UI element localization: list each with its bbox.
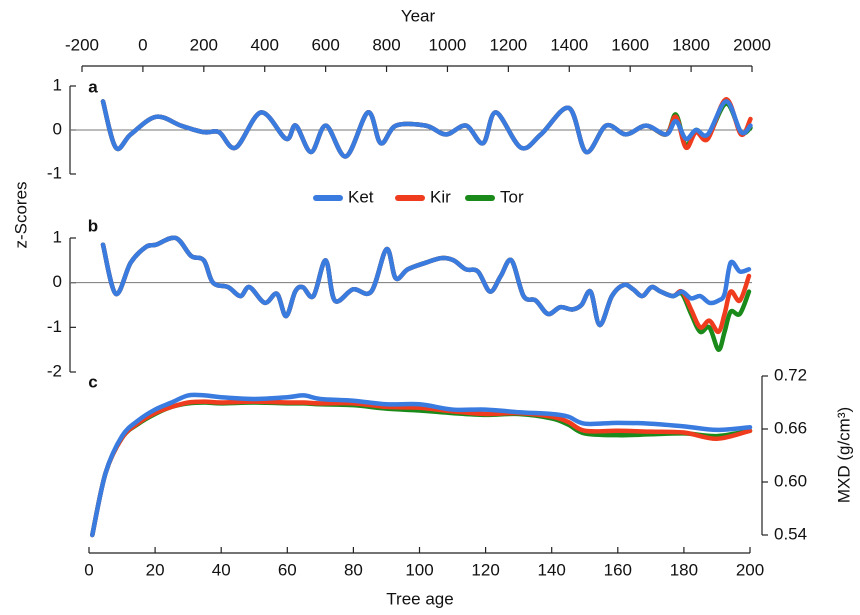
series-line xyxy=(90,399,753,538)
x-axis-title: Tree age xyxy=(386,589,453,608)
x-tick-label: 1800 xyxy=(672,35,710,54)
y-tick-label: 0.54 xyxy=(774,524,807,543)
y-tick-label: -1 xyxy=(47,317,62,336)
x-tick-label: 1000 xyxy=(429,35,467,54)
y-tick-label: 1 xyxy=(53,75,62,94)
series-line xyxy=(100,99,753,159)
x-tick-label: 0 xyxy=(138,35,147,54)
y-tick-label: 0.66 xyxy=(774,418,807,437)
panel-label: a xyxy=(88,77,98,96)
x-tick-label: 40 xyxy=(212,560,231,579)
x-tick-label: 800 xyxy=(372,35,400,54)
y-axis-title: MXD (g/cm³) xyxy=(834,407,853,503)
x-tick-label: 100 xyxy=(405,560,433,579)
x-tick-label: 600 xyxy=(311,35,339,54)
x-tick-label: 1400 xyxy=(550,35,588,54)
series-line xyxy=(100,235,752,352)
series-line xyxy=(100,235,752,328)
panel-label: c xyxy=(88,372,97,391)
legend-label: Tor xyxy=(500,187,524,206)
x-tick-label: 80 xyxy=(344,560,363,579)
y-tick-label: -1 xyxy=(47,163,62,182)
x-tick-label: 0 xyxy=(84,560,93,579)
x-tick-label: 160 xyxy=(604,560,632,579)
series-line xyxy=(100,235,752,335)
x-tick-label: 1600 xyxy=(611,35,649,54)
y-tick-label: 0.60 xyxy=(774,471,807,490)
x-tick-label: 180 xyxy=(670,560,698,579)
x-tick-label: 400 xyxy=(251,35,279,54)
x-tick-label: 200 xyxy=(736,560,764,579)
y-tick-label: -2 xyxy=(47,361,62,380)
panel-label: b xyxy=(88,216,98,235)
x-tick-label: 20 xyxy=(146,560,165,579)
x-tick-label: 1200 xyxy=(489,35,527,54)
y-tick-label: 0.72 xyxy=(774,365,807,384)
x-axis-title: Year xyxy=(401,6,436,25)
x-tick-label: 140 xyxy=(538,560,566,579)
series-line xyxy=(90,392,753,538)
y-axis-title: z-Scores xyxy=(11,181,30,248)
y-tick-label: 1 xyxy=(53,227,62,246)
y-tick-label: 0 xyxy=(53,272,62,291)
x-tick-label: 60 xyxy=(278,560,297,579)
x-tick-label: -200 xyxy=(65,35,99,54)
y-tick-label: 0 xyxy=(53,119,62,138)
x-tick-label: 2000 xyxy=(733,35,771,54)
legend-label: Ket xyxy=(348,187,374,206)
x-tick-label: 120 xyxy=(471,560,499,579)
x-tick-label: 200 xyxy=(190,35,218,54)
legend-label: Kir xyxy=(430,187,451,206)
